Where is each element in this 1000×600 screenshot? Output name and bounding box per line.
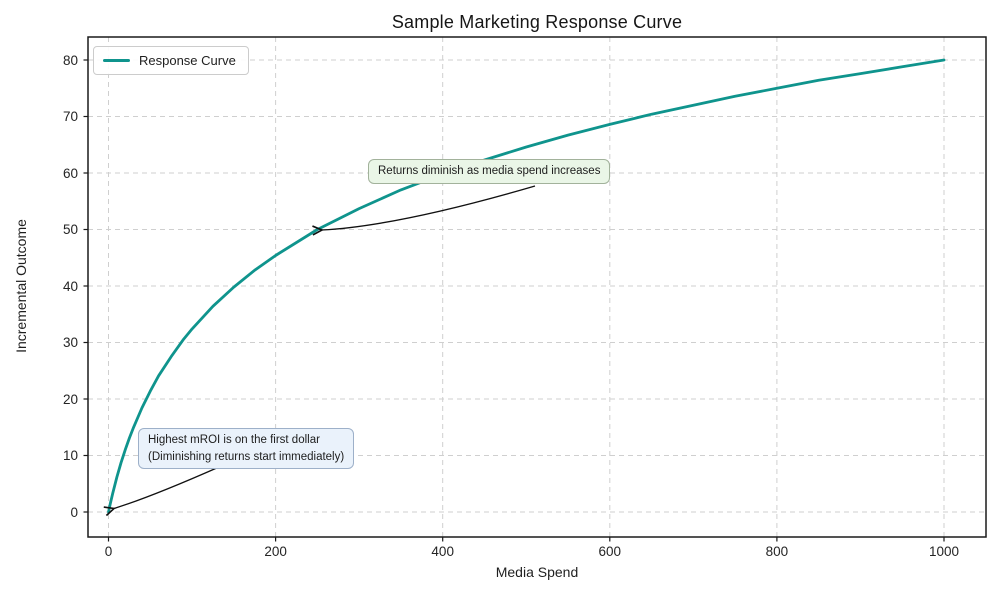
annotation-diminishing-text: Returns diminish as media spend increase… [378,165,601,177]
annotation-mroi-line2: (Diminishing returns start immediately) [148,450,345,463]
y-tick-label: 70 [62,109,78,124]
annotation-highest-mroi: Highest mROI is on the first dollar (Dim… [138,428,355,470]
y-axis-label: Incremental Outcome [13,219,29,353]
annotation-arrow-mroi [114,466,220,509]
annotation-mroi-line1: Highest mROI is on the first dollar [148,434,320,446]
chart-title: Sample Marketing Response Curve [391,12,683,32]
y-tick-label: 50 [62,222,78,237]
legend: Response Curve [93,46,249,75]
x-tick-label: 0 [104,544,113,559]
legend-line-swatch [103,58,130,63]
x-tick-label: 1000 [928,544,960,559]
x-tick-label: 200 [264,544,287,559]
annotation-diminishing-returns: Returns diminish as media spend increase… [368,159,611,184]
x-tick-label: 400 [431,544,454,559]
annotation-arrow-diminishing [322,185,536,230]
y-tick-label: 80 [62,52,78,68]
y-tick-label: 60 [62,165,78,181]
y-tick-label: 40 [62,278,78,294]
x-axis-label: Media Spend [495,564,579,580]
x-tick-label: 800 [765,544,789,559]
y-tick-label: 0 [70,504,78,520]
plot-border [87,36,987,538]
y-tick-label: 20 [62,391,78,407]
y-tick-label: 10 [62,448,78,463]
x-tick-label: 600 [598,544,622,559]
response-curve-line [107,58,946,514]
y-tick-label: 30 [62,335,78,350]
legend-label: Response Curve [139,53,236,68]
